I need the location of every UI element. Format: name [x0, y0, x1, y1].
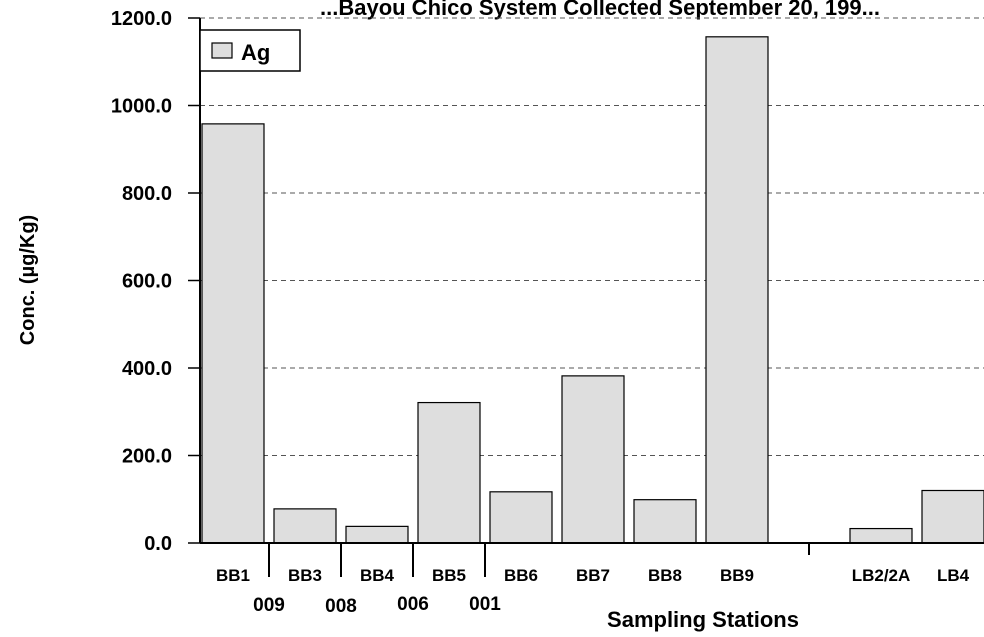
x-tick-label: BB6 [504, 566, 538, 585]
bar [489, 491, 553, 544]
x-tick-label: BB1 [216, 566, 250, 585]
y-tick-label: 600.0 [122, 271, 172, 293]
y-tick-label: 1000.0 [111, 96, 172, 118]
axes [188, 17, 984, 577]
y-tick-label: 800.0 [122, 183, 172, 205]
legend: Ag [199, 29, 301, 72]
x-tick-label: BB9 [720, 566, 754, 585]
legend-swatch [211, 42, 233, 59]
chart-title: ...Bayou Chico System Collected Septembe… [320, 0, 880, 20]
y-tick-label: 1200.0 [111, 8, 172, 30]
x-tick-label: BB4 [360, 566, 395, 585]
y-tick-label: 200.0 [122, 446, 172, 468]
secondary-labels: 009 008 006 001 [253, 594, 501, 617]
bar [345, 525, 409, 544]
legend-box [199, 29, 301, 72]
bar [561, 375, 625, 544]
y-tick-labels: 0.0 200.0 400.0 600.0 800.0 1000.0 1200.0 [111, 8, 172, 555]
x-tick-label: BB7 [576, 566, 610, 585]
y-tick-label: 0.0 [144, 533, 172, 555]
x-tick-label: LB2/2A [852, 566, 911, 585]
secondary-label: 008 [325, 596, 357, 617]
bar [273, 508, 337, 544]
secondary-label: 006 [397, 594, 429, 615]
bar [849, 527, 913, 544]
bar [705, 36, 769, 544]
y-axis-label: Conc. (µg/Kg) [17, 215, 39, 345]
bar [633, 499, 697, 544]
bars [201, 36, 984, 544]
bar [921, 489, 984, 544]
x-tick-label: BB5 [432, 566, 466, 585]
bar [201, 123, 265, 544]
y-tick-label: 400.0 [122, 358, 172, 380]
secondary-label: 001 [469, 594, 501, 615]
x-tick-labels: BB1 BB3 BB4 BB5 BB6 BB7 BB8 BB9 LB2/2A LB4 [216, 566, 970, 585]
x-tick-label: LB4 [937, 566, 970, 585]
bar [417, 401, 481, 544]
x-axis-label: Sampling Stations [607, 607, 799, 632]
secondary-label: 009 [253, 595, 285, 616]
x-tick-label: BB3 [288, 566, 322, 585]
x-tick-label: BB8 [648, 566, 682, 585]
legend-label-ag: Ag [241, 40, 270, 65]
